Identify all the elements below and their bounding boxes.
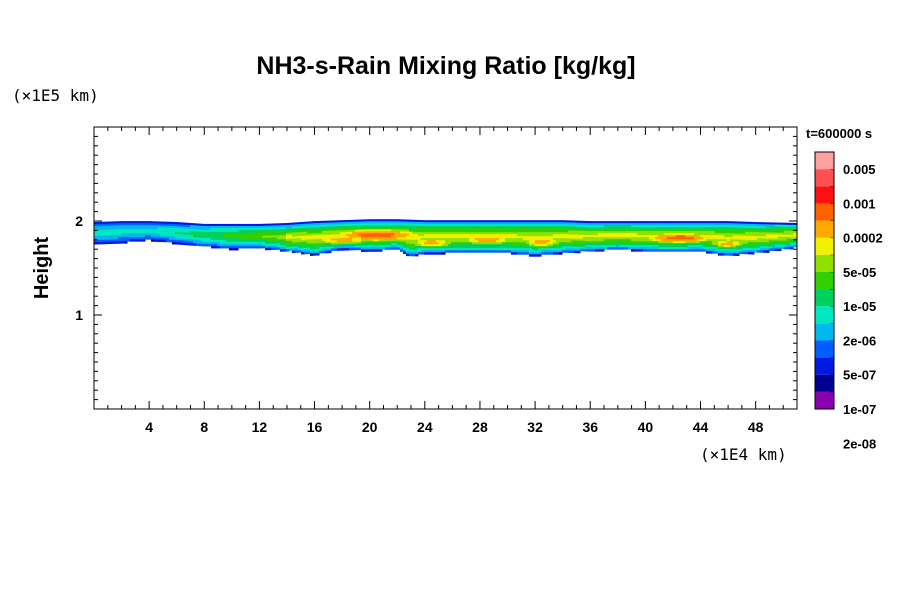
x-tick-label: 40 bbox=[638, 419, 654, 435]
y-axis: 12 bbox=[75, 135, 797, 401]
colorbar-swatch bbox=[815, 357, 834, 375]
colorbar-swatch bbox=[815, 186, 834, 204]
x-tick-label: 28 bbox=[472, 419, 488, 435]
chart-title: NH3-s-Rain Mixing Ratio [kg/kg] bbox=[256, 52, 635, 80]
colorbar-swatch bbox=[815, 169, 834, 187]
colorbar-swatch bbox=[815, 289, 834, 307]
colorbar-label: 0.001 bbox=[843, 196, 876, 211]
plot-frame bbox=[93, 126, 798, 410]
colorbar-label: 5e-07 bbox=[843, 368, 876, 383]
x-tick-label: 44 bbox=[693, 419, 709, 435]
colorbar-label: 0.005 bbox=[843, 162, 876, 177]
colorbar-swatch bbox=[815, 254, 834, 272]
colorbar-label: 2e-08 bbox=[843, 436, 876, 451]
x-unit-label: (×1E4 km) bbox=[700, 445, 787, 464]
x-tick-label: 12 bbox=[252, 419, 268, 435]
colorbar-swatch bbox=[815, 152, 834, 170]
heatmap-field bbox=[94, 219, 797, 257]
x-axis: 4 8 12 16 20 24 28 32 36 40 44 48 bbox=[107, 127, 784, 435]
colorbar-label: 1e-07 bbox=[843, 402, 876, 417]
colorbar-swatch bbox=[815, 203, 834, 221]
colorbar-swatch bbox=[815, 237, 834, 255]
x-tick-label: 4 bbox=[145, 419, 153, 435]
colorbar-swatch bbox=[815, 271, 834, 290]
colorbar-label: 5e-05 bbox=[843, 265, 876, 280]
y-tick-label: 2 bbox=[75, 213, 83, 229]
x-tick-label: 16 bbox=[307, 419, 323, 435]
x-tick-label: 8 bbox=[200, 419, 208, 435]
colorbar-swatch bbox=[815, 220, 834, 238]
x-tick-label: 24 bbox=[417, 419, 433, 435]
y-tick-label: 1 bbox=[75, 307, 83, 323]
colorbar-label: 0.0002 bbox=[843, 231, 883, 246]
colorbar-swatch bbox=[815, 391, 834, 409]
colorbar-swatch bbox=[815, 374, 834, 392]
x-tick-label: 32 bbox=[527, 419, 543, 435]
colorbar-label: 2e-06 bbox=[843, 333, 876, 348]
x-tick-label: 36 bbox=[582, 419, 598, 435]
colorbar: 0.005 0.001 0.0002 5e-05 1e-05 2e-06 5e-07 1e-0… bbox=[814, 151, 883, 451]
y-unit-label: (×1E5 km) bbox=[12, 86, 99, 105]
colorbar-label: 1e-05 bbox=[843, 299, 876, 314]
colorbar-swatch bbox=[815, 323, 834, 341]
y-axis-label: Height bbox=[31, 237, 53, 300]
x-tick-label: 20 bbox=[362, 419, 378, 435]
x-tick-label: 48 bbox=[748, 419, 764, 435]
colorbar-swatch bbox=[815, 306, 834, 324]
colorbar-swatch bbox=[815, 340, 834, 358]
time-label: t=600000 s bbox=[806, 126, 872, 141]
